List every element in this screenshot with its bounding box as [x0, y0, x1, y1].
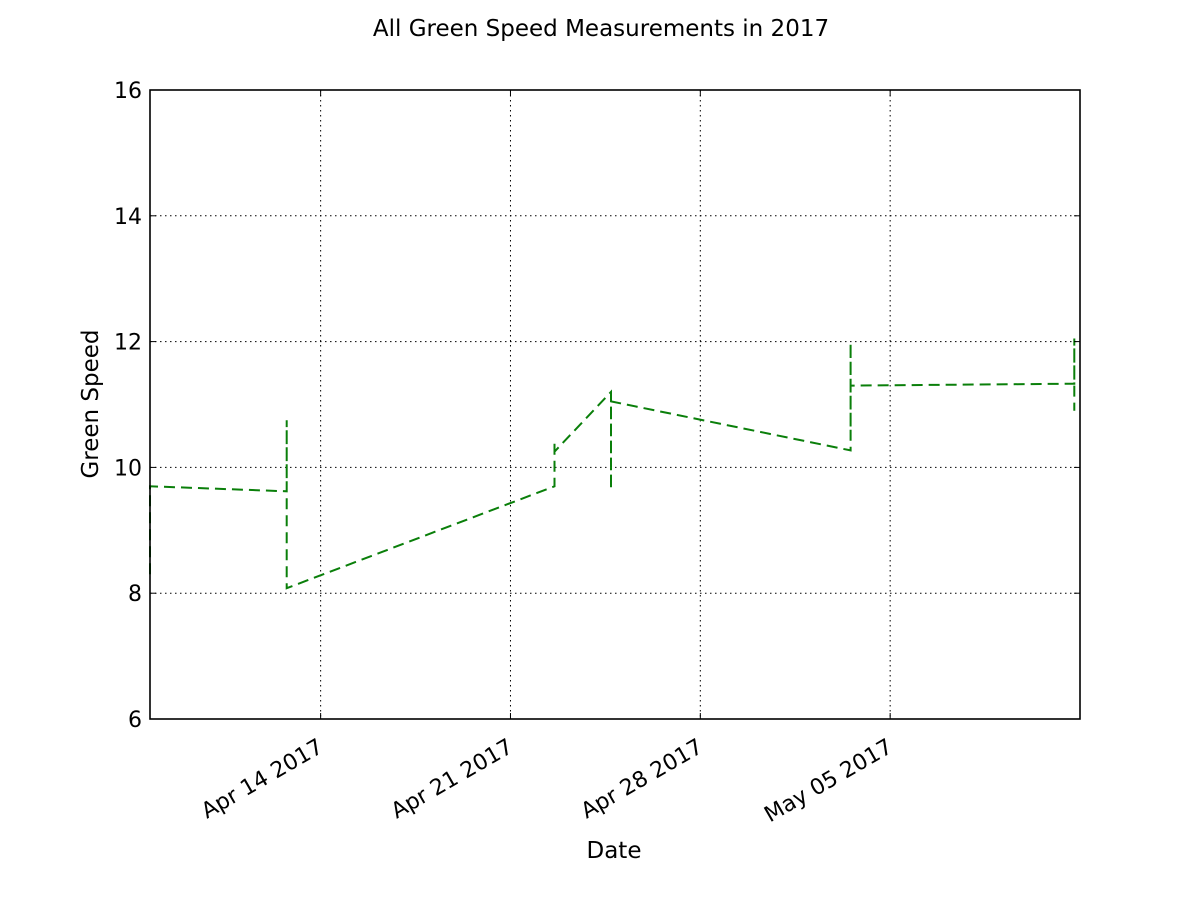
y-tick-label: 8: [128, 582, 142, 607]
plot-frame: [149, 89, 1081, 720]
y-tick-label: 10: [114, 456, 142, 481]
y-tick-label: 6: [128, 708, 142, 733]
x-tick-label: Apr 28 2017: [577, 735, 707, 825]
ticks: [150, 89, 1080, 720]
y-tick-label: 14: [114, 205, 142, 230]
grid: [150, 90, 1080, 719]
y-tick-labels: 6 8 10 12 14 16: [114, 79, 142, 733]
y-tick-label: 12: [114, 331, 142, 356]
y-tick-label: 16: [114, 79, 142, 104]
x-tick-labels: Apr 14 2017 Apr 21 2017 Apr 28 2017 May 05 …: [197, 735, 897, 828]
y-axis-label: Green Speed: [78, 329, 104, 478]
series-layer: [149, 338, 1076, 590]
x-tick-label: Apr 21 2017: [387, 735, 517, 825]
x-tick-label: May 05 2017: [760, 735, 897, 828]
x-tick-label: Apr 14 2017: [197, 735, 327, 825]
chart-title: All Green Speed Measurements in 2017: [373, 16, 829, 42]
x-axis-label: Date: [587, 838, 642, 864]
series-line-0: [149, 338, 1076, 590]
